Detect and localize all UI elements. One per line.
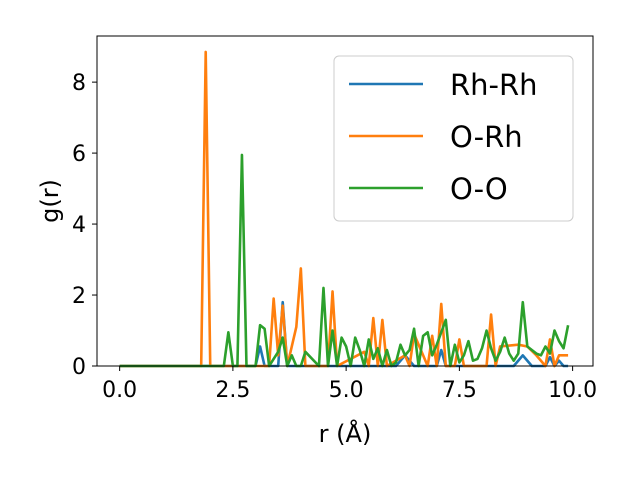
legend-label-o-o: O-O	[450, 172, 508, 206]
legend-box	[333, 55, 574, 222]
series-line-o-rh	[119, 50, 569, 368]
x-axis-label: r (Å)	[319, 419, 372, 448]
x-tick-label: 7.5	[442, 378, 477, 403]
legend-label-rh-rh: Rh-Rh	[450, 68, 538, 102]
x-tick-label: 5.0	[329, 378, 364, 403]
x-axis-ticks: 0.0 2.5 5.0 7.5 10.0	[102, 366, 597, 403]
x-tick-label: 10.0	[548, 378, 597, 403]
plot-area	[96, 35, 594, 368]
legend-label-o-rh: O-Rh	[450, 120, 523, 154]
legend: Rh-Rh O-Rh O-O	[333, 55, 574, 222]
y-axis-ticks: 0 2 4 6 8	[72, 71, 97, 380]
x-tick-label: 2.5	[215, 378, 250, 403]
y-tick-label: 8	[72, 71, 86, 96]
y-tick-label: 4	[72, 213, 86, 238]
y-tick-label: 0	[72, 355, 86, 380]
x-tick-label: 0.0	[102, 378, 137, 403]
y-tick-label: 6	[72, 142, 86, 167]
series-line-o-o	[119, 153, 570, 368]
axes-frame	[96, 35, 594, 367]
y-axis-label: g(r)	[36, 179, 64, 223]
series-line-rh-rh	[119, 300, 569, 368]
y-tick-label: 2	[72, 284, 86, 309]
